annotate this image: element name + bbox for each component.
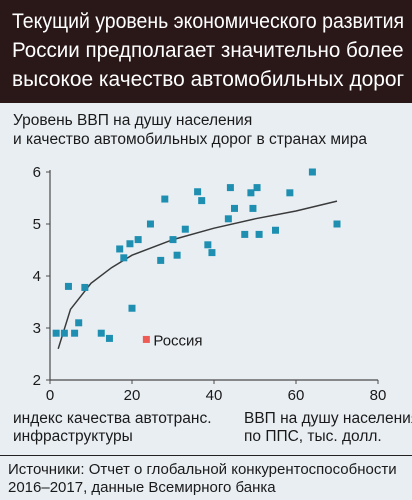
y-axis-label-line-2: инфраструктуры [13,428,133,445]
x-axis-label-line-1: ВВП на душу населения [244,410,412,427]
data-point [249,204,257,212]
data-point [308,168,316,176]
data-point [253,184,261,192]
chart-subtitle-line-2: и качество автомобильных дорог в странах… [13,131,367,148]
data-point [181,225,189,233]
data-point [161,195,169,203]
data-point [81,283,89,291]
data-point [75,319,83,327]
source-divider [0,455,412,456]
x-axis-label-line-2: по ППС, тыс. долл. [244,428,382,445]
y-tick-label: 6 [33,164,41,181]
title-line-3: высокое качество автомобильных дорог [12,67,405,91]
data-point [226,184,234,192]
data-point [169,236,177,244]
data-point [146,220,154,228]
data-point [247,189,255,197]
data-point [60,329,68,337]
data-point [231,204,238,212]
data-point [208,249,216,257]
data-point [64,282,72,290]
data-point [126,240,134,248]
data-point [255,230,263,238]
data-point [198,197,206,205]
data-point [116,245,124,253]
y-tick-label: 2 [33,372,41,389]
russia-label: Россия [153,332,202,349]
data-point [71,329,79,337]
data-point [128,304,136,312]
y-axis-label-line-1: индекс качества автотранс. [13,410,212,427]
data-point [272,226,279,234]
title-line-2: России предполагает значительно более [12,38,404,62]
y-tick-label: 3 [33,320,41,337]
x-tick-label: 60 [288,387,305,404]
trend-curve [57,200,338,350]
data-point [241,230,249,238]
data-point [333,220,341,228]
data-point [286,189,294,197]
data-point [204,241,212,249]
russia-point [142,335,150,343]
data-point [97,329,105,337]
x-tick-label: 80 [370,387,387,404]
x-tick-label: 20 [124,387,141,404]
data-point [134,236,142,244]
data-point [52,329,60,337]
y-tick-label: 4 [33,268,41,285]
source-line-2: 2016–2017, данные Всемирного банка [8,479,276,496]
title-line-1: Текущий уровень экономического развития [12,9,405,33]
data-point [194,188,202,196]
x-tick-label: 40 [206,387,223,404]
title-banner: Текущий уровень экономического развития … [0,0,412,103]
data-point [157,256,165,264]
chart-subtitle-line-1: Уровень ВВП на душу населения [13,112,253,129]
y-tick-label: 5 [33,216,41,233]
x-tick-label: 0 [46,387,54,404]
data-point [120,254,128,262]
data-point [224,215,232,223]
data-point [173,251,181,259]
data-point [105,334,113,342]
source-line-1: Источники: Отчет о глобальной конкуренто… [8,461,397,478]
